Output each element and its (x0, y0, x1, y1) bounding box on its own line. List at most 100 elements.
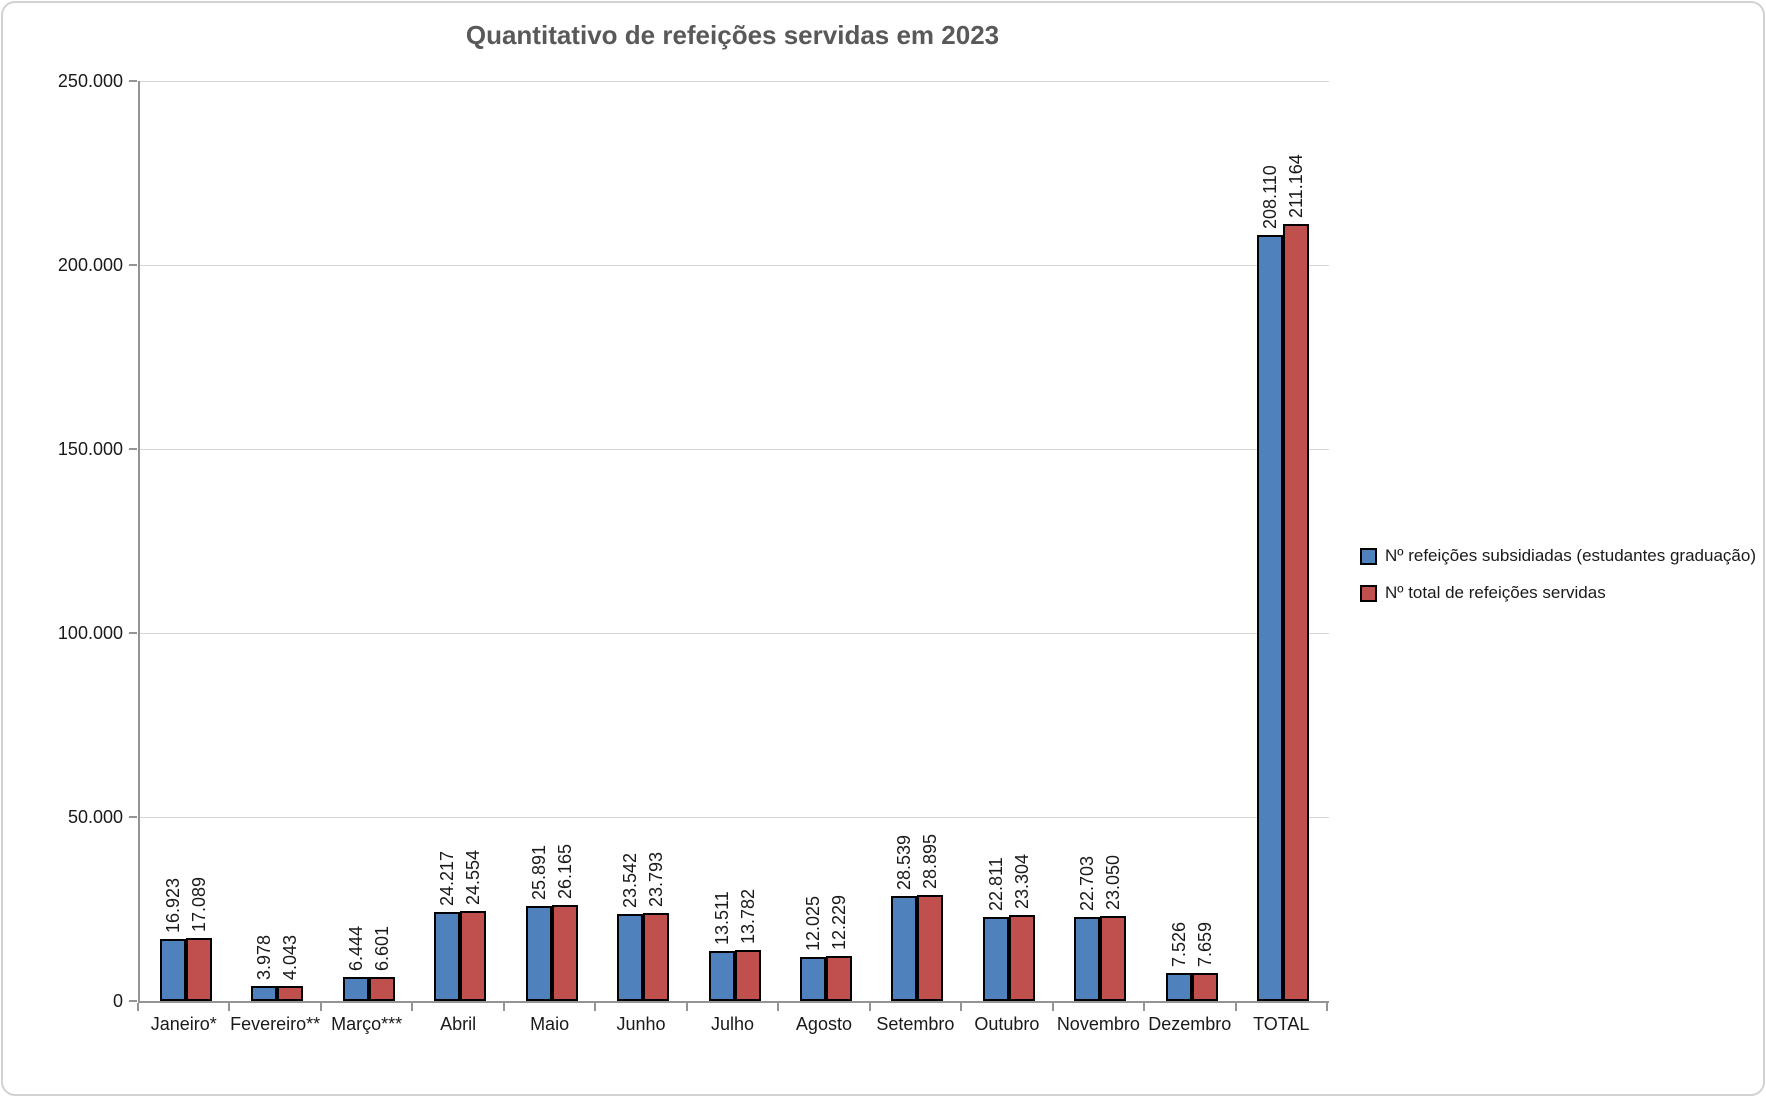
gridline (140, 817, 1329, 818)
bar (434, 911, 461, 1001)
y-axis-tick (129, 264, 137, 266)
category-label: TOTAL (1253, 1014, 1310, 1034)
gridline (140, 81, 1329, 82)
bar (1008, 915, 1035, 1001)
category-label: Abril (440, 1014, 477, 1034)
legend-item-total: Nº total de refeições servidas (1360, 583, 1756, 603)
bar-value-label: 23.793 (646, 852, 667, 908)
y-axis-tick (129, 80, 137, 82)
legend-item-subsidized: Nº refeições subsidiadas (estudantes gra… (1360, 546, 1756, 566)
bar-value-label: 3.978 (254, 935, 275, 981)
bar-value-label: 23.050 (1103, 855, 1124, 911)
bar (368, 976, 395, 1001)
bar-value-label: 24.554 (463, 849, 484, 905)
gridline (140, 633, 1329, 634)
bar-value-label: 12.229 (828, 894, 849, 950)
bar (251, 986, 278, 1001)
bar-value-label: 6.444 (345, 926, 366, 972)
x-axis-tick (685, 1003, 688, 1011)
x-axis-tick (137, 1003, 139, 1011)
bar-value-label: 28.539 (894, 834, 915, 890)
bar (617, 914, 644, 1001)
category-label: Setembro (876, 1014, 955, 1034)
bar-value-label: 22.811 (985, 857, 1006, 912)
bar (1165, 973, 1192, 1001)
bar (982, 917, 1009, 1001)
legend: Nº refeições subsidiadas (estudantes gra… (1360, 546, 1756, 620)
x-axis-tick (868, 1003, 871, 1011)
bar-value-label: 13.782 (737, 889, 758, 945)
bar-value-label: 211.164 (1286, 154, 1307, 218)
category-label: Fevereiro** (230, 1014, 321, 1034)
bar-value-label: 22.703 (1077, 856, 1098, 912)
category-label: Outubro (974, 1014, 1040, 1034)
category-label: Janeiro* (150, 1014, 217, 1034)
gridline (140, 449, 1329, 450)
bar (185, 938, 212, 1001)
gridline (140, 265, 1329, 266)
x-axis-tick (319, 1003, 322, 1011)
bar-value-label: 13.511 (711, 891, 732, 946)
y-axis-tick (129, 632, 137, 634)
category-label: Junho (616, 1014, 666, 1034)
y-axis-tick-label: 150.000 (57, 439, 123, 459)
bar-value-label: 7.659 (1194, 921, 1215, 967)
category-label: Dezembro (1148, 1014, 1232, 1034)
bar (917, 894, 944, 1001)
bar (734, 950, 761, 1001)
y-axis-tick-label: 100.000 (57, 623, 123, 643)
bar-value-label: 24.217 (437, 850, 458, 906)
category-label: Agosto (795, 1014, 852, 1034)
x-axis-tick (594, 1003, 597, 1011)
x-axis-tick (411, 1003, 414, 1011)
bar (159, 938, 186, 1001)
bar (1100, 916, 1127, 1001)
y-axis-tick-label: 0 (112, 991, 123, 1011)
x-axis-tick (1326, 1003, 1328, 1011)
bar-value-label: 25.891 (528, 844, 549, 900)
bar (1191, 972, 1218, 1001)
bar (1257, 235, 1284, 1001)
bar-value-label: 7.526 (1168, 922, 1189, 968)
bar-value-label: 208.110 (1260, 165, 1281, 230)
bar (643, 913, 670, 1001)
y-axis-tick (129, 816, 137, 818)
bar-value-label: 26.165 (554, 843, 575, 899)
x-axis-tick (502, 1003, 505, 1011)
bar-value-label: 23.304 (1011, 854, 1032, 910)
bar (799, 956, 826, 1001)
bar (460, 910, 487, 1001)
plot-area: 16.923 17.089 3.978 4.043 6.444 6.601 24.217 24… (138, 81, 1329, 1003)
y-axis-tick (129, 1000, 137, 1002)
bar (891, 895, 918, 1001)
y-axis-tick-label: 50.000 (67, 807, 123, 827)
y-axis-tick-label: 200.000 (57, 255, 123, 275)
x-axis-tick (1234, 1003, 1237, 1011)
bar-value-label: 23.542 (620, 853, 641, 909)
legend-label-subsidized: Nº refeições subsidiadas (estudantes gra… (1385, 546, 1756, 565)
bar-value-label: 17.089 (188, 877, 209, 933)
bar (277, 986, 304, 1001)
legend-marker-blue-square-icon (1360, 547, 1377, 565)
x-axis-tick (1051, 1003, 1054, 1011)
category-label: Julho (710, 1014, 754, 1034)
category-label: Março*** (331, 1014, 403, 1034)
y-axis-tick (129, 448, 137, 450)
bar (525, 905, 552, 1001)
bar (825, 956, 852, 1001)
bar (342, 977, 369, 1001)
category-label: Novembro (1056, 1014, 1140, 1034)
bar-value-label: 28.895 (920, 833, 941, 889)
category-label: Maio (530, 1014, 570, 1034)
bar (1283, 223, 1310, 1001)
bar-value-label: 4.043 (280, 935, 301, 981)
chart-title: Quantitativo de refeições servidas em 20… (465, 20, 1000, 50)
x-axis-tick (1143, 1003, 1146, 1011)
legend-marker-red-square-icon (1360, 584, 1377, 602)
x-axis-tick (228, 1003, 231, 1011)
bar-value-label: 6.601 (371, 925, 392, 971)
bar-value-label: 16.923 (162, 877, 183, 933)
y-axis-tick-label: 250.000 (57, 71, 123, 91)
bar (708, 951, 735, 1001)
